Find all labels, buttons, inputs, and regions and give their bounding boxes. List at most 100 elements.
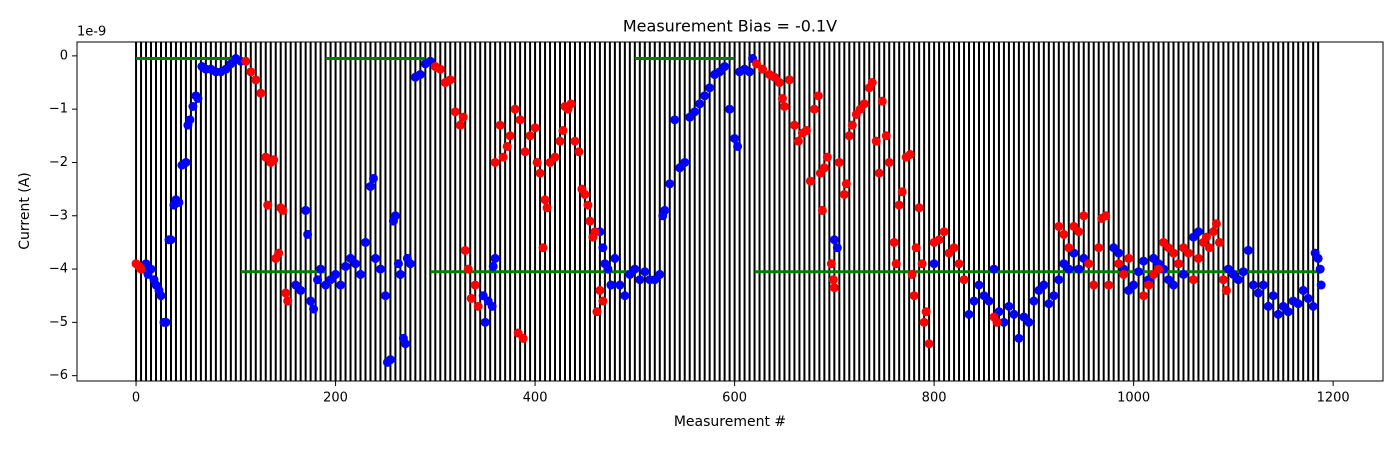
point [1188,275,1198,285]
point [894,200,904,210]
point [283,296,293,306]
point [146,264,156,274]
point [939,227,949,237]
point [542,203,552,213]
point [1204,243,1214,253]
point [695,99,705,109]
x-tick-label: 200 [323,391,348,406]
point [919,317,929,327]
point [774,78,784,88]
y-tick-label: −3 [49,208,68,223]
point [1208,227,1218,237]
y-tick-label: 0 [60,48,68,63]
point [1119,269,1129,279]
point [263,200,273,210]
point [1039,280,1049,290]
point [700,91,710,101]
point [583,200,593,210]
point [1201,232,1211,242]
point [1214,237,1224,247]
point [635,275,645,285]
point [1193,227,1203,237]
point [466,293,476,303]
point [1004,301,1014,311]
y-offset-text: 1e-9 [77,25,106,40]
point [752,59,762,69]
point [921,307,931,317]
point [1104,280,1114,290]
point [615,280,625,290]
point [1124,253,1134,263]
point [395,269,405,279]
point [193,94,203,103]
point [574,147,584,157]
point [660,205,670,215]
point [874,168,884,178]
point [313,275,323,285]
point [884,157,894,167]
point [1114,259,1124,269]
point [959,275,969,285]
point [188,101,198,111]
point [1024,317,1034,327]
point [473,301,483,311]
point [450,107,460,117]
point [370,253,380,263]
point [889,237,899,247]
point [897,187,907,197]
point [606,280,616,290]
point [1315,264,1325,274]
point [309,304,319,314]
point [550,152,560,162]
point [911,243,921,253]
point [779,101,789,111]
point [161,317,171,327]
point [498,152,508,162]
point [241,56,251,66]
point [595,285,605,295]
point [185,115,195,125]
point [1169,280,1179,290]
point [1221,285,1231,295]
point [1211,219,1221,229]
point [580,189,590,199]
point [502,141,512,151]
point [1316,280,1326,290]
point [570,136,580,146]
point [480,317,490,327]
point [251,75,261,85]
point [705,83,715,93]
point [341,261,351,271]
point [1059,229,1069,239]
point [1064,264,1074,274]
point [1079,211,1089,221]
point [530,123,540,133]
point [566,99,576,109]
point [871,136,881,146]
point [518,333,528,343]
point [881,131,891,141]
y-tick-label: −5 [49,315,68,330]
point [819,163,829,173]
point [733,141,743,151]
point [817,205,827,215]
point [934,235,944,245]
point [1044,299,1054,309]
point [1144,280,1154,290]
point [1233,275,1243,285]
point [992,317,1002,327]
point [826,259,836,269]
point [745,67,755,77]
point [1089,280,1099,290]
point [540,195,550,205]
chart-title: Measurement Bias = -0.1V [623,17,837,36]
point [929,259,939,269]
point [777,94,787,103]
point [538,243,548,253]
point [989,264,999,274]
point [1154,264,1164,274]
point [351,259,361,269]
point [405,259,415,269]
point [949,243,959,253]
